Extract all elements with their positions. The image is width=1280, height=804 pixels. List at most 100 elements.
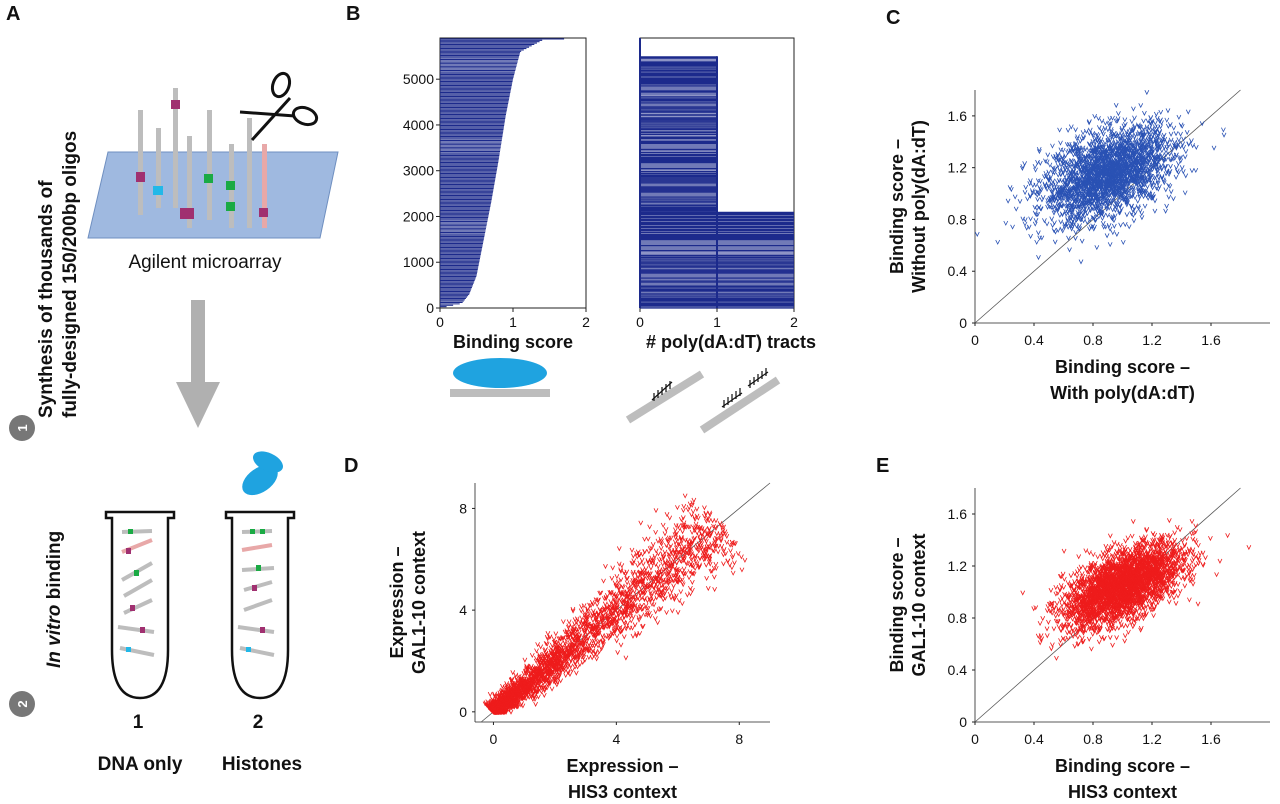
oligo-tag <box>153 186 163 195</box>
data-point <box>1013 206 1019 212</box>
data-point <box>1073 127 1078 133</box>
data-point <box>675 505 680 511</box>
data-point <box>569 667 575 673</box>
data-point <box>1167 157 1173 163</box>
data-point <box>1119 127 1125 133</box>
data-point <box>703 562 709 568</box>
data-point <box>1131 191 1136 197</box>
data-point <box>1149 180 1155 186</box>
data-point <box>1052 220 1057 226</box>
data-point <box>1060 168 1066 174</box>
data-point <box>1066 205 1072 211</box>
data-point <box>1189 138 1194 144</box>
data-point <box>1221 132 1227 138</box>
data-point <box>1190 143 1196 149</box>
data-point <box>1144 150 1149 156</box>
data-point <box>1086 147 1092 153</box>
data-point <box>1131 178 1136 184</box>
data-point <box>627 625 633 631</box>
panel-c-label: C <box>886 7 900 29</box>
data-point <box>1156 143 1162 149</box>
data-point <box>1062 222 1068 228</box>
data-point <box>653 548 659 554</box>
data-point <box>1020 164 1026 170</box>
data-point <box>1075 214 1080 220</box>
data-point <box>1106 175 1112 181</box>
data-point <box>632 622 638 628</box>
step2-rest: binding <box>44 531 65 605</box>
data-point <box>1080 134 1086 140</box>
data-point <box>1164 144 1170 150</box>
data-point <box>1166 194 1172 200</box>
data-point <box>702 533 707 539</box>
data-point <box>1056 201 1062 207</box>
data-point <box>630 553 636 559</box>
data-point <box>1033 167 1038 173</box>
data-point <box>536 694 541 700</box>
data-point <box>1055 227 1061 233</box>
data-point <box>1068 162 1074 168</box>
data-point <box>1062 173 1068 179</box>
data-point <box>1183 173 1189 179</box>
data-point <box>1035 189 1040 195</box>
data-point <box>1186 141 1192 147</box>
data-point <box>637 597 642 603</box>
data-point <box>721 561 726 567</box>
data-point <box>1058 219 1064 225</box>
data-point <box>703 536 709 542</box>
data-point <box>1053 229 1058 235</box>
data-point <box>1126 224 1132 230</box>
data-point <box>1064 142 1070 148</box>
data-point <box>1110 159 1115 165</box>
data-point <box>1035 197 1040 203</box>
data-point <box>1116 111 1121 117</box>
data-point <box>1045 198 1051 204</box>
data-point <box>1152 173 1158 179</box>
data-point <box>1113 207 1118 213</box>
oligo <box>207 110 212 220</box>
data-point <box>1045 204 1050 210</box>
x-tick-label: 0 <box>971 332 979 348</box>
data-point <box>630 633 636 639</box>
x-tick-label: 0.8 <box>1083 332 1103 348</box>
data-point <box>549 686 555 692</box>
x-tick-label: 0 <box>636 314 644 330</box>
data-point <box>1078 259 1084 265</box>
data-point <box>1080 130 1086 136</box>
data-point <box>1065 218 1071 224</box>
data-point <box>732 560 737 566</box>
data-point <box>1124 190 1129 196</box>
data-point <box>1163 208 1168 214</box>
data-point <box>655 563 661 570</box>
data-point <box>1050 169 1056 175</box>
data-point <box>1050 143 1055 149</box>
data-point <box>1095 138 1100 144</box>
y-tick-label: 2000 <box>403 208 434 224</box>
data-point <box>1042 181 1048 187</box>
data-point <box>1047 195 1053 201</box>
data-point <box>1122 132 1128 138</box>
data-point <box>615 650 621 656</box>
data-point <box>1044 221 1050 227</box>
tube-2 <box>224 510 296 700</box>
data-point <box>690 508 696 515</box>
data-point <box>1087 130 1092 136</box>
data-point <box>694 506 700 512</box>
data-point <box>1080 211 1086 217</box>
data-point <box>674 560 680 566</box>
data-point <box>1025 196 1030 202</box>
y-tick-label: 5000 <box>403 71 434 87</box>
data-point <box>1116 188 1122 194</box>
data-point <box>1152 208 1158 214</box>
data-point <box>1096 136 1102 142</box>
data-point <box>717 520 723 527</box>
data-point <box>1068 188 1074 194</box>
data-point <box>1043 158 1048 164</box>
data-point <box>1020 165 1025 171</box>
data-point <box>685 507 691 513</box>
data-point <box>1049 189 1055 195</box>
data-point <box>1122 117 1128 123</box>
oligo-tag <box>259 208 268 217</box>
data-point <box>1163 152 1169 158</box>
